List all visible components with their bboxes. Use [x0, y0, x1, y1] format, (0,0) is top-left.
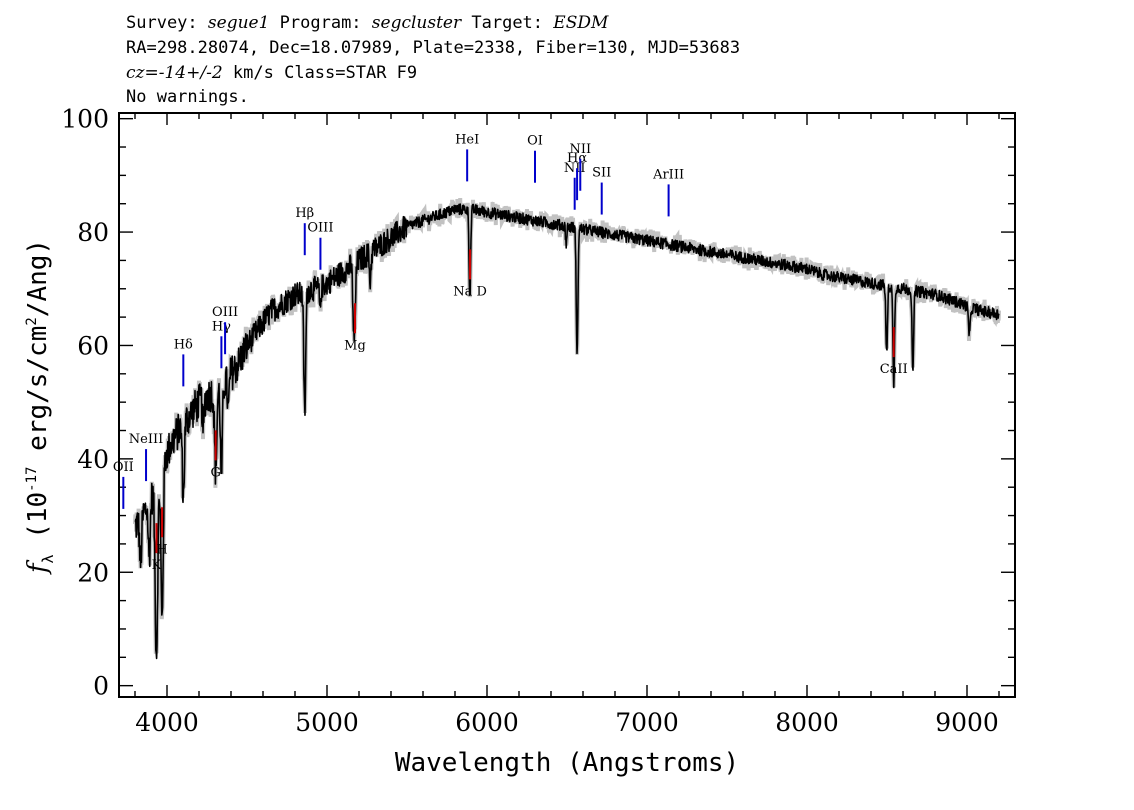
axis-ticks	[119, 113, 1015, 697]
survey-label: Survey:	[126, 13, 198, 33]
program-value: segcluster	[372, 13, 462, 33]
y-tick-label: 20	[77, 558, 109, 587]
emission-line-label: SII	[592, 166, 611, 181]
emission-line-label: OII	[113, 460, 134, 475]
emission-line-label: OIII	[307, 221, 333, 236]
redshift-value: cz=-14+/-2	[126, 63, 223, 83]
program-label: Program:	[280, 13, 362, 33]
target-value: ESDM	[552, 13, 609, 33]
plot-area: 4000 5000 6000 7000 8000 9000 0 20 40 60 80 100 OII…	[61, 105, 1016, 737]
x-tick-label: 9000	[935, 708, 999, 737]
class-value: Class=STAR F9	[284, 63, 417, 83]
y-tick-label: 60	[77, 331, 109, 360]
emission-line-label: NII	[569, 142, 591, 157]
absorption-line-label: K	[152, 558, 162, 573]
absorption-line-markers: KH G Mg Na D CaII	[152, 249, 908, 573]
header-warnings: No warnings.	[126, 87, 249, 107]
target-label: Target:	[471, 13, 543, 33]
y-tick-label: 80	[77, 218, 109, 247]
emission-line-label: OIII	[212, 305, 238, 320]
absorption-line-label: CaII	[880, 362, 908, 377]
x-tick-label: 8000	[775, 708, 839, 737]
x-tick-label: 5000	[295, 708, 359, 737]
header-line-1: Survey: segue1 Program: segcluster Targe…	[126, 13, 609, 33]
y-tick-label: 0	[93, 672, 109, 701]
absorption-line-label: Mg	[344, 338, 366, 353]
redshift-unit: km/s	[233, 63, 274, 83]
x-tick-label: 4000	[135, 708, 199, 737]
emission-line-label: Hα	[567, 151, 587, 166]
absorption-line-label: H	[156, 542, 167, 557]
emission-line-label: NeIII	[129, 432, 163, 447]
x-axis-label: Wavelength (Angstroms)	[395, 748, 739, 778]
y-axis-label: fλ (10-17 erg/s/cm2/Ang)	[23, 239, 57, 575]
emission-line-label: Hδ	[174, 337, 193, 352]
axis-tick-labels: 4000 5000 6000 7000 8000 9000 0 20 40 60 80 100	[61, 105, 999, 737]
x-tick-label: 6000	[455, 708, 519, 737]
absorption-line-label: Na D	[453, 284, 487, 299]
header-line-3: cz=-14+/-2 km/s Class=STAR F9	[126, 63, 417, 83]
emission-line-label: OI	[527, 134, 543, 149]
header: Survey: segue1 Program: segcluster Targe…	[126, 13, 740, 107]
y-tick-label: 40	[77, 445, 109, 474]
plot-frame	[118, 112, 1016, 698]
y-tick-label: 100	[61, 105, 109, 134]
emission-line-label: HeI	[455, 132, 479, 147]
header-line-2: RA=298.28074, Dec=18.07989, Plate=2338, …	[126, 38, 740, 58]
emission-line-label: ArIII	[652, 167, 684, 182]
x-tick-label: 7000	[615, 708, 679, 737]
emission-line-label: Hγ	[212, 319, 231, 334]
error-band	[133, 198, 1001, 654]
spectrum-line	[134, 203, 1000, 660]
survey-value: segue1	[208, 13, 270, 33]
emission-line-label: Hβ	[295, 206, 314, 221]
absorption-line-label: G	[210, 465, 220, 480]
